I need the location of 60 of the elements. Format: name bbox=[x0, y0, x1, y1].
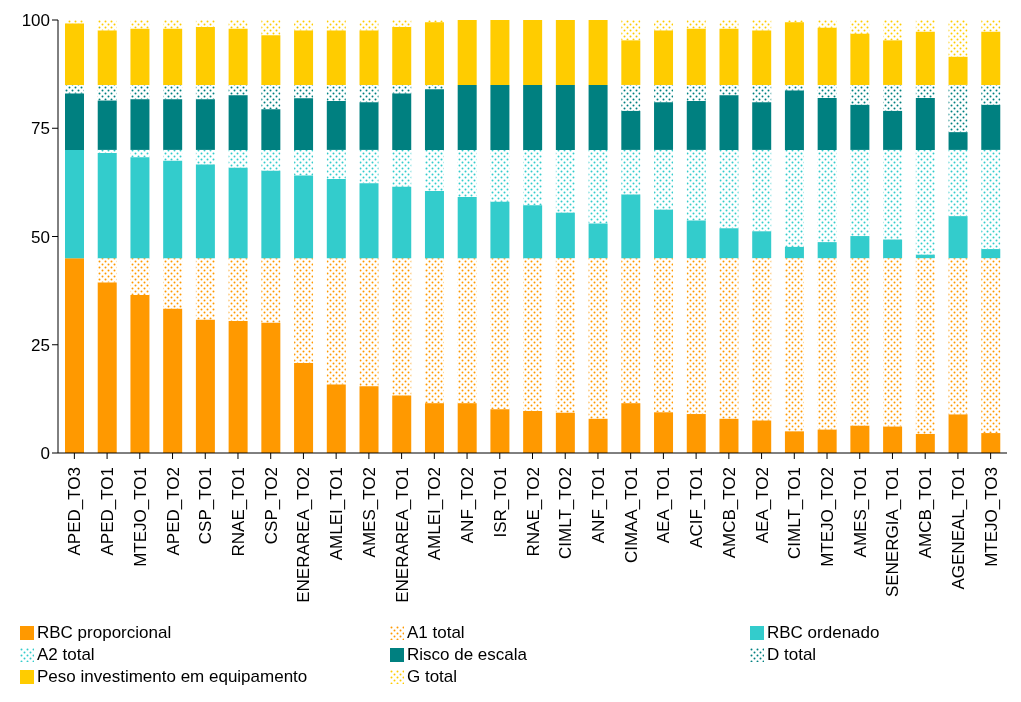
x-tick-label: CIMLT_TO2 bbox=[556, 467, 576, 559]
legend-label: Peso investimento em equipamento bbox=[37, 667, 308, 687]
legend-label: RBC ordenado bbox=[767, 623, 880, 643]
legend-label: A2 total bbox=[37, 645, 95, 665]
x-tick-label: APED_TO1 bbox=[98, 467, 118, 556]
x-tick-label: MTEJO_TO2 bbox=[818, 467, 838, 567]
x-tick-label: CIMLT_TO1 bbox=[785, 467, 805, 559]
bar bbox=[424, 22, 444, 85]
x-tick-label: CSP_TO1 bbox=[196, 467, 216, 545]
x-tick-label: MTEJO_TO3 bbox=[981, 467, 1001, 567]
y-tick-label: 100 bbox=[21, 11, 50, 31]
x-tick-label: ACIF_TO1 bbox=[687, 467, 707, 548]
x-tick-label: AEA_TO1 bbox=[654, 467, 674, 544]
y-tick-label: 75 bbox=[31, 119, 50, 139]
legend-label: G total bbox=[407, 667, 458, 687]
x-tick-label: ANF_TO2 bbox=[458, 467, 478, 544]
legend-label: D total bbox=[767, 645, 817, 665]
x-tick-label: MTEJO_TO1 bbox=[130, 467, 150, 567]
y-tick-label: 0 bbox=[40, 444, 50, 464]
x-tick-label: AMES_TO2 bbox=[359, 467, 379, 558]
x-tick-label: CIMAA_TO1 bbox=[621, 467, 641, 564]
x-tick-label: ENERAREA_TO2 bbox=[294, 467, 314, 603]
x-tick-label: RNAE_TO1 bbox=[228, 467, 248, 557]
bar bbox=[490, 20, 510, 85]
bar bbox=[490, 84, 510, 150]
x-tick-label: AMES_TO1 bbox=[850, 467, 870, 558]
x-tick-label: AEA_TO2 bbox=[752, 467, 772, 544]
bar bbox=[588, 20, 608, 85]
bar bbox=[523, 84, 543, 150]
bar bbox=[65, 23, 84, 85]
bar bbox=[65, 258, 84, 453]
x-tick-label: RNAE_TO2 bbox=[523, 467, 543, 557]
bar bbox=[424, 89, 444, 150]
bar bbox=[555, 20, 575, 85]
bar bbox=[555, 84, 575, 150]
x-tick-label: ANF_TO1 bbox=[588, 467, 608, 544]
bar bbox=[97, 152, 117, 259]
x-tick-label: ENERAREA_TO1 bbox=[392, 467, 412, 603]
bar bbox=[915, 149, 935, 255]
bar bbox=[784, 22, 804, 85]
legend-label: RBC proporcional bbox=[37, 623, 172, 643]
x-tick-label: APED_TO2 bbox=[163, 467, 183, 556]
x-tick-label: AGENEAL_TO1 bbox=[948, 467, 968, 590]
x-tick-label: ISR_TO1 bbox=[490, 467, 510, 538]
x-tick-label: SENERGIA_TO1 bbox=[883, 467, 903, 598]
x-tick-label: AMCB_TO1 bbox=[916, 467, 936, 559]
y-tick-label: 50 bbox=[31, 227, 50, 247]
legend-label: Risco de escala bbox=[407, 645, 528, 665]
bar bbox=[523, 20, 543, 85]
bar bbox=[588, 84, 608, 150]
legend-label: A1 total bbox=[407, 623, 465, 643]
x-tick-label: AMCB_TO2 bbox=[719, 467, 739, 559]
x-tick-label: AMLEI_TO1 bbox=[327, 467, 347, 561]
bar bbox=[457, 20, 477, 85]
x-tick-label: CSP_TO2 bbox=[261, 467, 281, 545]
bar bbox=[65, 149, 84, 259]
bar bbox=[457, 84, 477, 150]
x-tick-label: APED_TO3 bbox=[65, 467, 85, 556]
y-tick-label: 25 bbox=[31, 335, 50, 355]
x-tick-label: AMLEI_TO2 bbox=[425, 467, 445, 561]
